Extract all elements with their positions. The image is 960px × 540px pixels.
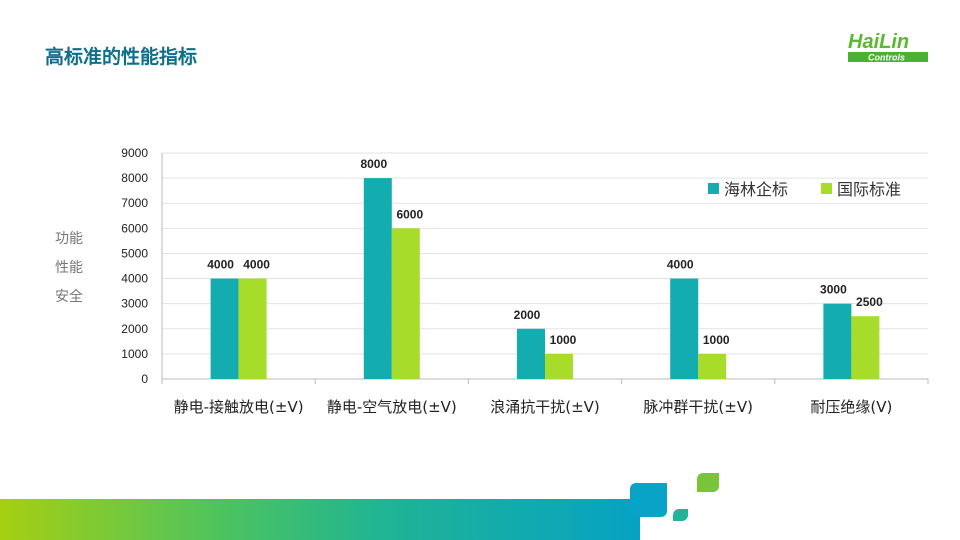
svg-text:HaiLin: HaiLin bbox=[848, 31, 909, 53]
data-label: 2000 bbox=[514, 308, 541, 322]
bar-hailin bbox=[363, 178, 392, 379]
data-label: 4000 bbox=[207, 258, 234, 272]
y-tick-label: 9000 bbox=[121, 146, 148, 160]
x-tick-label: 浪涌抗干扰(±V) bbox=[490, 398, 600, 416]
decor-square-teal bbox=[673, 509, 688, 521]
legend-swatch bbox=[821, 183, 832, 194]
y-label-line: 性能 bbox=[55, 260, 83, 276]
bar-hailin bbox=[823, 303, 852, 379]
x-tick-label: 静电-接触放电(±V) bbox=[174, 398, 304, 416]
svg-text:Controls: Controls bbox=[868, 53, 905, 63]
x-tick-label: 静电-空气放电(±V) bbox=[327, 398, 457, 416]
legend-label: 海林企标 bbox=[724, 180, 788, 199]
decor-square-green bbox=[697, 473, 719, 492]
bar-international bbox=[545, 353, 573, 379]
data-label: 4000 bbox=[243, 258, 270, 272]
legend-swatch bbox=[708, 183, 719, 194]
data-label: 6000 bbox=[396, 207, 423, 221]
data-label: 8000 bbox=[360, 157, 387, 171]
legend-label: 国际标准 bbox=[837, 180, 901, 199]
decor-square-blue bbox=[630, 483, 667, 517]
data-label: 1000 bbox=[550, 333, 577, 347]
y-axis-label: 功能 性能 安全 bbox=[55, 225, 89, 312]
data-label: 4000 bbox=[667, 258, 694, 272]
x-tick-label: 脉冲群干扰(±V) bbox=[643, 398, 753, 416]
y-tick-label: 5000 bbox=[121, 246, 148, 260]
y-tick-label: 0 bbox=[141, 372, 148, 386]
y-tick-label: 1000 bbox=[121, 347, 148, 361]
y-label-line: 功能 bbox=[55, 231, 83, 247]
data-label: 1000 bbox=[703, 333, 730, 347]
y-tick-label: 2000 bbox=[121, 322, 148, 336]
bar-hailin bbox=[210, 278, 239, 379]
y-tick-label: 7000 bbox=[121, 196, 148, 210]
data-label: 3000 bbox=[820, 283, 847, 297]
footer-gradient-band bbox=[0, 499, 640, 540]
bar-hailin bbox=[670, 278, 699, 379]
y-tick-label: 4000 bbox=[121, 272, 148, 286]
y-label-line: 安全 bbox=[55, 289, 83, 305]
bar-international bbox=[698, 353, 727, 379]
bar-international bbox=[238, 278, 267, 379]
hailin-logo: HaiLin Controls bbox=[848, 31, 928, 63]
y-tick-label: 3000 bbox=[121, 297, 148, 311]
bar-hailin bbox=[517, 328, 545, 379]
y-tick-label: 6000 bbox=[121, 221, 148, 235]
bar-international bbox=[391, 228, 420, 379]
page-title: 高标准的性能指标 bbox=[45, 46, 198, 68]
x-tick-label: 耐压绝缘(V) bbox=[810, 398, 892, 416]
data-label: 2500 bbox=[856, 295, 883, 309]
y-tick-label: 8000 bbox=[121, 171, 148, 185]
bar-international bbox=[851, 316, 880, 379]
